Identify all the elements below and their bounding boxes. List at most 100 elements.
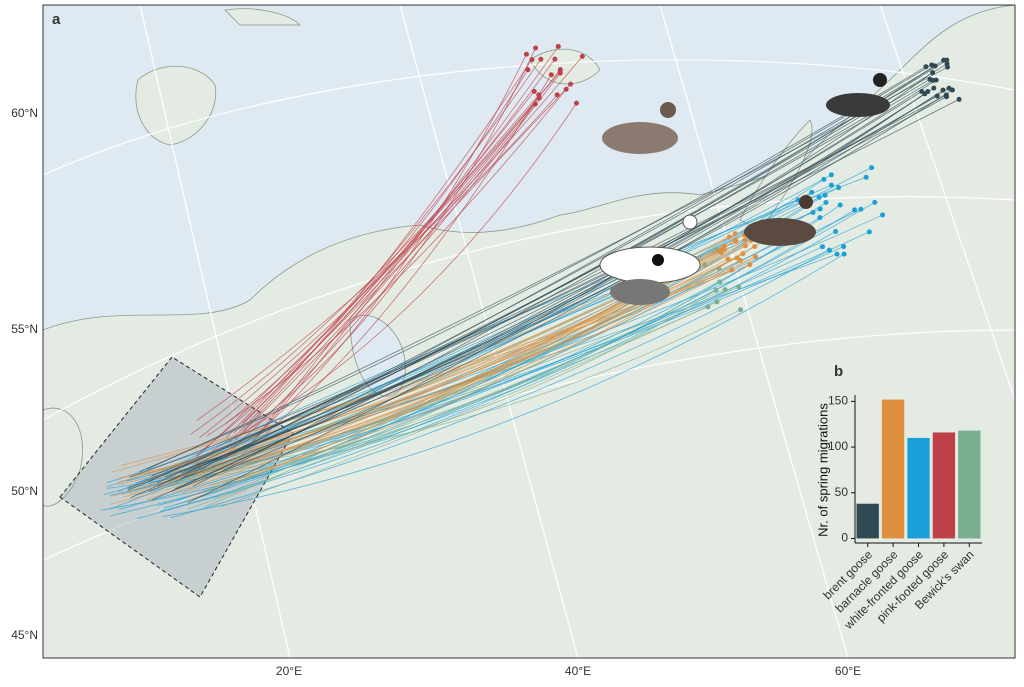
track [139, 66, 927, 473]
track [164, 281, 721, 481]
stopover [819, 244, 825, 250]
stopover [554, 92, 560, 98]
stopover [837, 202, 843, 208]
track [233, 91, 535, 434]
track [170, 249, 830, 519]
track [106, 192, 812, 484]
track [130, 59, 947, 499]
stopover [817, 206, 823, 212]
track [148, 94, 947, 482]
lon-tick-label: 40°E [565, 664, 591, 678]
stopover [557, 70, 563, 76]
stopover [828, 172, 834, 178]
lat-tick-label: 60°N [11, 106, 38, 120]
stopover [533, 45, 539, 51]
track [220, 301, 718, 508]
stopover [722, 287, 728, 293]
lat-tick-label: 45°N [11, 628, 38, 642]
track [190, 71, 561, 435]
stopover [714, 299, 720, 305]
stopover [726, 234, 732, 240]
stopover [752, 244, 758, 250]
bar [932, 432, 956, 539]
stopover [841, 251, 847, 257]
panel-label: a [52, 11, 61, 28]
stopover [869, 165, 875, 171]
stopover [523, 51, 529, 57]
map-frame [42, 4, 1016, 659]
stopover [828, 182, 834, 188]
stopover [943, 92, 949, 98]
stopover [736, 284, 742, 290]
track [261, 54, 527, 431]
stopover [872, 199, 878, 205]
track [182, 96, 947, 477]
y-axis-label: Nr. of spring migrations [815, 403, 830, 537]
track [147, 66, 948, 470]
stopover [552, 56, 558, 62]
stopover [927, 76, 933, 82]
track [163, 217, 821, 509]
panel-label: b [834, 363, 843, 380]
track [151, 87, 950, 501]
stopover [880, 212, 886, 218]
stopover [821, 176, 827, 182]
stopover [555, 43, 561, 49]
stopover [944, 61, 950, 67]
map [43, 5, 1015, 658]
stopover [531, 88, 537, 94]
stopover [931, 85, 937, 91]
track [237, 83, 571, 437]
track [180, 64, 932, 480]
bar [856, 503, 879, 539]
lon-tick-label: 60°E [835, 664, 861, 678]
stopover [922, 91, 928, 97]
track [196, 94, 558, 422]
track [187, 79, 937, 504]
stopover [742, 243, 748, 249]
stopover [822, 192, 828, 198]
bar [881, 399, 905, 539]
stopover [568, 81, 574, 87]
stopover [525, 67, 531, 73]
track [196, 97, 540, 458]
y-tick-label: 150 [828, 394, 848, 408]
stopover [574, 100, 580, 106]
stopover [563, 86, 569, 92]
stopover [740, 251, 746, 257]
y-tick-label: 0 [841, 531, 848, 545]
stopover [956, 96, 962, 102]
stopover [538, 56, 544, 62]
stopover [737, 257, 743, 263]
graticule [43, 5, 1015, 658]
stopover [747, 262, 753, 268]
track [196, 69, 561, 456]
track [173, 309, 741, 471]
stopover [866, 229, 872, 235]
track [146, 256, 756, 487]
stopover [946, 85, 952, 91]
stopover [863, 174, 869, 180]
stopover [752, 254, 758, 260]
bar [958, 430, 981, 539]
stopover [929, 62, 935, 68]
stopover [834, 251, 840, 257]
stopover [817, 215, 823, 221]
lat-tick-label: 50°N [11, 484, 38, 498]
bar [907, 437, 930, 539]
stopover [941, 57, 947, 63]
stopover [742, 237, 748, 243]
track [243, 103, 536, 432]
track [167, 289, 717, 483]
stopover [852, 207, 858, 213]
lat-tick-label: 55°N [11, 322, 38, 336]
track [211, 102, 577, 452]
lon-tick-label: 20°E [276, 664, 302, 678]
track [127, 98, 960, 491]
stopover [841, 244, 847, 250]
stopover [934, 93, 940, 99]
stopover [718, 250, 724, 256]
stopover [858, 206, 864, 212]
track [162, 253, 845, 517]
